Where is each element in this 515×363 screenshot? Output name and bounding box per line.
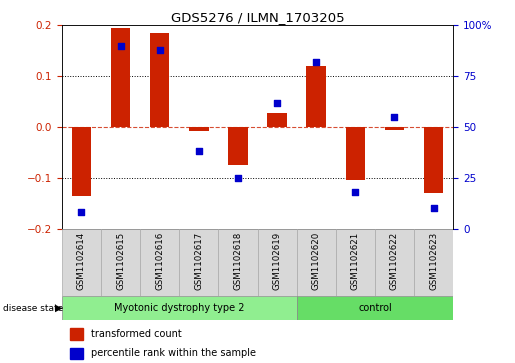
Point [195, 148, 203, 154]
Text: GSM1102617: GSM1102617 [194, 232, 203, 290]
Point [234, 175, 242, 181]
Point [156, 47, 164, 53]
Text: disease state: disease state [3, 303, 63, 313]
Bar [346, 127, 365, 180]
Bar [62, 296, 297, 320]
Bar [297, 229, 336, 296]
Point [312, 59, 320, 65]
Point [351, 189, 359, 195]
Title: GDS5276 / ILMN_1703205: GDS5276 / ILMN_1703205 [170, 11, 345, 24]
Text: ▶: ▶ [55, 303, 63, 313]
Text: GSM1102621: GSM1102621 [351, 232, 360, 290]
Bar [70, 347, 83, 359]
Text: percentile rank within the sample: percentile rank within the sample [91, 348, 256, 358]
Text: transformed count: transformed count [91, 329, 182, 339]
Bar [150, 33, 169, 127]
Bar [140, 229, 179, 296]
Text: GSM1102618: GSM1102618 [233, 232, 243, 290]
Text: GSM1102614: GSM1102614 [77, 232, 86, 290]
Bar [179, 229, 218, 296]
Text: GSM1102622: GSM1102622 [390, 232, 399, 290]
Text: GSM1102615: GSM1102615 [116, 232, 125, 290]
Bar [336, 229, 375, 296]
Text: GSM1102616: GSM1102616 [155, 232, 164, 290]
Bar [267, 113, 287, 127]
Text: control: control [358, 303, 392, 313]
Bar [218, 229, 258, 296]
Point [430, 205, 438, 211]
Bar [70, 329, 83, 340]
Bar [72, 127, 91, 196]
Bar [414, 229, 453, 296]
Bar [306, 66, 326, 127]
Bar [375, 229, 414, 296]
Point [273, 100, 281, 106]
Text: GSM1102619: GSM1102619 [272, 232, 282, 290]
Bar [111, 28, 130, 127]
Text: Myotonic dystrophy type 2: Myotonic dystrophy type 2 [114, 303, 245, 313]
Bar [101, 229, 140, 296]
Point [390, 114, 399, 120]
Bar [228, 127, 248, 165]
Bar [189, 127, 209, 131]
Bar [385, 127, 404, 130]
Bar [258, 229, 297, 296]
Text: GSM1102623: GSM1102623 [429, 232, 438, 290]
Bar [424, 127, 443, 193]
Text: GSM1102620: GSM1102620 [312, 232, 321, 290]
Bar [297, 296, 453, 320]
Bar [62, 229, 101, 296]
Point [77, 209, 85, 215]
Point [116, 43, 125, 49]
